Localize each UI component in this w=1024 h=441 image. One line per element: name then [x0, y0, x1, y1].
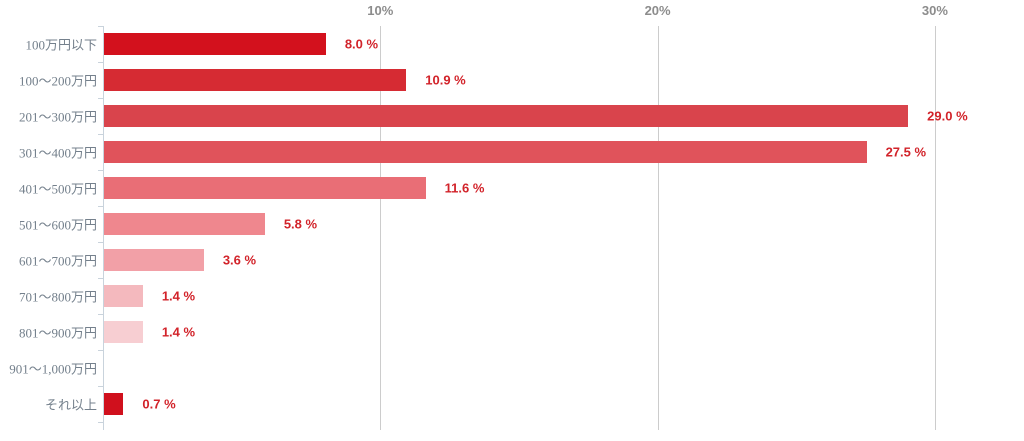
- bar-row: 100〜200万円 10.9 %: [0, 62, 1024, 98]
- y-axis-tick: [98, 170, 103, 171]
- value-label: 5.8 %: [283, 216, 318, 232]
- y-axis-tick: [98, 386, 103, 387]
- y-axis-tick: [98, 62, 103, 63]
- category-label: 301〜400万円: [18, 145, 97, 161]
- category-label: 201〜300万円: [18, 109, 97, 125]
- bar: [104, 141, 867, 163]
- category-label: 801〜900万円: [18, 325, 97, 341]
- category-label: それ以上: [44, 397, 97, 413]
- bar-row: 301〜400万円 27.5 %: [0, 134, 1024, 170]
- bar-row: 401〜500万円 11.6 %: [0, 170, 1024, 206]
- y-axis-tick: [98, 242, 103, 243]
- bar: [104, 321, 143, 343]
- x-tick-label: 30%: [921, 3, 948, 18]
- y-axis-tick: [98, 314, 103, 315]
- y-axis-tick: [98, 134, 103, 135]
- x-tick-label: 10%: [367, 3, 394, 18]
- value-label: 29.0 %: [927, 108, 968, 124]
- bar: [104, 393, 124, 415]
- value-label: 27.5 %: [885, 144, 927, 160]
- gridline: [380, 26, 382, 430]
- value-label: 1.4 %: [161, 288, 196, 304]
- bar-row: 701〜800万円 1.4 %: [0, 278, 1024, 314]
- y-axis-tick: [98, 422, 103, 423]
- category-label: 100万円以下: [25, 37, 97, 53]
- category-label: 901〜1,000万円: [9, 361, 97, 377]
- category-label: 701〜800万円: [18, 289, 97, 305]
- value-label: 10.9 %: [425, 72, 466, 88]
- value-label: 3.6 %: [222, 252, 257, 268]
- y-axis-tick: [98, 350, 103, 351]
- category-label: 501〜600万円: [18, 217, 97, 233]
- value-label: 0.7 %: [142, 396, 176, 412]
- bar-row: 801〜900万円 1.4 %: [0, 314, 1024, 350]
- bar-row: それ以上 0.7 %: [0, 386, 1024, 422]
- bar: [104, 33, 326, 55]
- y-axis-tick: [98, 98, 103, 99]
- bar-row: 601〜700万円 3.6 %: [0, 242, 1024, 278]
- bar: [104, 105, 909, 127]
- category-label: 100〜200万円: [18, 73, 97, 89]
- x-tick-label: 20%: [644, 3, 671, 18]
- value-label: 8.0 %: [344, 36, 379, 52]
- gridline: [657, 26, 659, 430]
- bar: [104, 249, 204, 271]
- y-axis-line: [103, 26, 104, 430]
- y-axis-tick: [98, 206, 103, 207]
- bar: [104, 177, 426, 199]
- bar-row: 901〜1,000万円: [0, 350, 1024, 386]
- bar-row: 501〜600万円 5.8 %: [0, 206, 1024, 242]
- gridline: [934, 26, 936, 430]
- y-axis-tick: [98, 26, 103, 27]
- bar-row: 100万円以下 8.0 %: [0, 26, 1024, 62]
- bar: [104, 69, 407, 91]
- y-axis-tick: [98, 278, 103, 279]
- category-label: 401〜500万円: [18, 181, 97, 197]
- value-label: 11.6 %: [444, 180, 485, 196]
- category-label: 601〜700万円: [18, 253, 97, 269]
- bar-row: 201〜300万円 29.0 %: [0, 98, 1024, 134]
- value-label: 1.4 %: [161, 324, 196, 340]
- bar: [104, 213, 265, 235]
- bar: [104, 285, 143, 307]
